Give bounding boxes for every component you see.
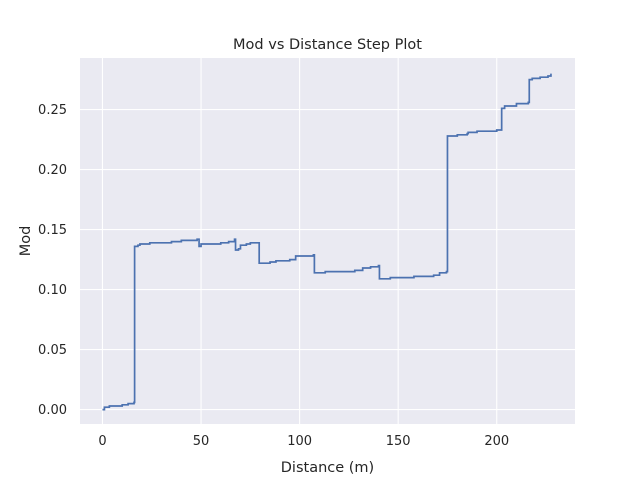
x-tick-label: 50 (193, 434, 210, 449)
chart-title: Mod vs Distance Step Plot (233, 37, 422, 53)
x-tick-label: 100 (287, 434, 312, 449)
y-tick-label: 0.25 (38, 103, 67, 118)
y-axis-label: Mod (18, 226, 34, 257)
series-line (102, 73, 552, 411)
x-tick-label: 0 (98, 434, 106, 449)
y-tick-label: 0.20 (38, 163, 67, 178)
x-tick-labels: 0 50 100 150 200 (98, 434, 509, 449)
x-tick-label: 200 (484, 434, 509, 449)
series-group (102, 73, 552, 411)
y-tick-label: 0.05 (38, 343, 67, 358)
plot-area (80, 58, 575, 424)
y-tick-label: 0.15 (38, 223, 67, 238)
x-tick-label: 150 (386, 434, 411, 449)
x-axis-label: Distance (m) (281, 460, 374, 476)
grid (80, 58, 575, 424)
y-tick-labels: 0.00 0.05 0.10 0.15 0.20 0.25 (38, 103, 67, 418)
y-tick-label: 0.10 (38, 283, 67, 298)
y-tick-label: 0.00 (38, 403, 67, 418)
